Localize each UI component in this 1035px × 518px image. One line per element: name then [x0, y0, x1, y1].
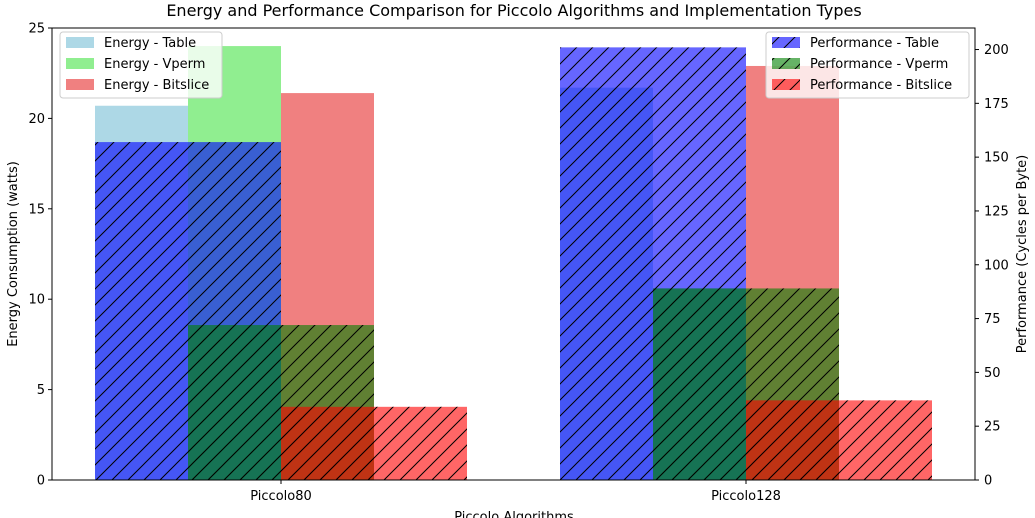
legend-item-performance-vperm: Performance - Vperm: [772, 57, 948, 72]
legend-item-energy-vperm: Energy - Vperm: [66, 57, 205, 72]
right-tick-label: 175: [984, 97, 1009, 112]
right-tick-label: 200: [984, 43, 1009, 58]
x-axis-label: Piccolo Algorithms: [454, 510, 574, 518]
left-tick-label: 25: [28, 22, 45, 37]
left-y-axis-label: Energy Consumption (watts): [6, 161, 21, 347]
right-tick-label: 50: [984, 366, 1001, 381]
x-tick-label: Piccolo80: [250, 489, 312, 504]
right-tick-label: 100: [984, 258, 1009, 273]
right-y-axis-label: Performance (Cycles per Byte): [1015, 155, 1030, 354]
legend-box: [765, 31, 970, 99]
bar-performance-bitslice-piccolo80: [281, 406, 467, 480]
legend-energy: Energy - Table Energy - Vperm Energy - Bit…: [59, 31, 223, 99]
legend-label: Performance - Table: [810, 36, 939, 51]
legend-item-performance-bitslice: Performance - Bitslice: [772, 78, 952, 93]
legend-item-performance-table: Performance - Table: [772, 36, 939, 51]
left-tick-label: 20: [28, 112, 45, 127]
right-y-axis: 0 25 50 75 100 125 150 175 200: [975, 43, 1009, 489]
legend-label: Performance - Bitslice: [810, 78, 952, 93]
chart-title: Energy and Performance Comparison for Pi…: [166, 1, 861, 20]
left-tick-label: 0: [37, 474, 45, 489]
left-tick-label: 10: [28, 293, 45, 308]
left-y-axis: 0 5 10 15 20 25: [28, 22, 52, 489]
right-tick-label: 125: [984, 204, 1009, 219]
left-tick-label: 5: [37, 383, 45, 398]
right-tick-label: 75: [984, 312, 1001, 327]
plot-frame: [51, 27, 976, 481]
bar-performance-bitslice-piccolo128: [746, 400, 932, 480]
legend-item-energy-bitslice: Energy - Bitslice: [66, 78, 209, 93]
x-tick-label: Piccolo128: [711, 489, 781, 504]
right-tick-label: 0: [984, 474, 992, 489]
left-tick-label: 15: [28, 202, 45, 217]
right-tick-label: 150: [984, 151, 1009, 166]
performance-bars: [95, 47, 932, 481]
legend-label: Energy - Bitslice: [104, 78, 209, 93]
legend-label: Performance - Vperm: [810, 57, 948, 72]
x-axis: Piccolo80 Piccolo128: [250, 480, 781, 504]
legend-item-energy-table: Energy - Table: [66, 36, 196, 51]
legend-performance: Performance - Table Performance - Vperm Pe…: [765, 31, 970, 99]
legend-box: [59, 31, 223, 99]
legend-label: Energy - Table: [104, 36, 196, 51]
legend-label: Energy - Vperm: [104, 57, 205, 72]
right-tick-label: 25: [984, 420, 1001, 435]
